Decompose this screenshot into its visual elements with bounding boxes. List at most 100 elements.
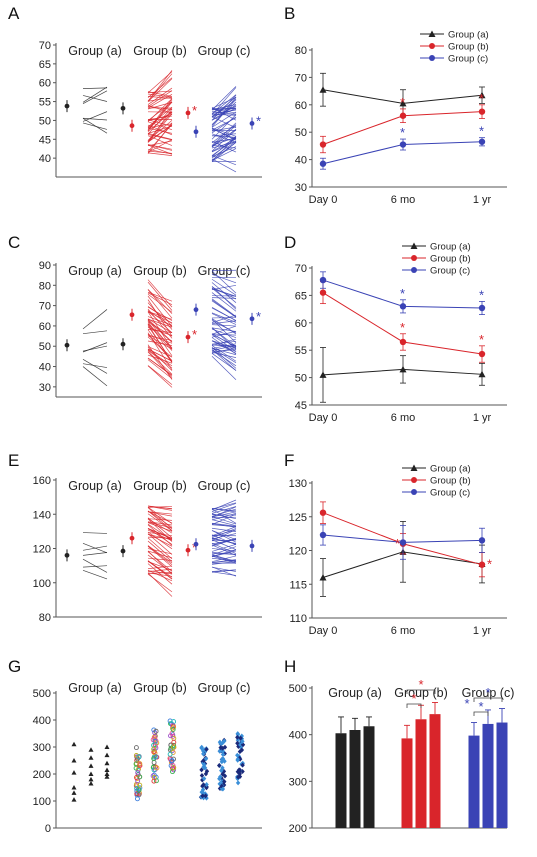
scatter-point bbox=[217, 776, 222, 782]
patient-line bbox=[147, 527, 173, 539]
patient-line bbox=[147, 123, 173, 129]
scatter-point bbox=[235, 756, 240, 762]
patient-line bbox=[147, 335, 173, 350]
patient-line bbox=[211, 502, 237, 510]
scatter-point bbox=[137, 782, 143, 788]
patient-line bbox=[147, 572, 173, 597]
legend-marker bbox=[411, 489, 417, 495]
group-label: Group (a) bbox=[68, 681, 122, 695]
mean-point bbox=[185, 110, 191, 116]
x-tick-label: 1 yr bbox=[473, 412, 492, 424]
patient-line bbox=[211, 345, 237, 362]
legend-label: Group (a) bbox=[430, 464, 471, 475]
legend-marker bbox=[411, 255, 417, 261]
scatter-point bbox=[170, 727, 176, 732]
patient-line bbox=[147, 532, 173, 537]
data-point bbox=[319, 86, 327, 93]
scatter-point bbox=[71, 770, 77, 775]
mean-point bbox=[249, 543, 255, 549]
patient-line bbox=[82, 111, 108, 122]
panel-label-a: A bbox=[8, 4, 20, 23]
bar bbox=[429, 714, 441, 828]
group-label: Group (c) bbox=[198, 681, 251, 695]
patient-line bbox=[147, 568, 173, 572]
bar bbox=[349, 730, 361, 828]
patient-line bbox=[211, 106, 237, 118]
patient-line bbox=[147, 505, 173, 511]
y-tick-label: 50 bbox=[39, 341, 51, 353]
patient-line bbox=[211, 516, 237, 519]
significance-bracket bbox=[473, 711, 489, 716]
patient-line bbox=[211, 328, 237, 339]
patient-line bbox=[211, 338, 237, 346]
panel-label-e: E bbox=[8, 451, 19, 470]
bar bbox=[363, 726, 375, 828]
y-tick-label: 65 bbox=[295, 290, 307, 302]
patient-line bbox=[147, 510, 173, 528]
scatter-point bbox=[237, 749, 243, 755]
legend-label: Group (a) bbox=[430, 242, 471, 253]
scatter-point bbox=[204, 795, 209, 801]
group-label: Group (c) bbox=[462, 686, 515, 700]
patient-line bbox=[147, 133, 173, 140]
patient-line bbox=[147, 561, 173, 571]
scatter-point bbox=[201, 782, 206, 788]
patient-line bbox=[147, 507, 173, 530]
patient-line bbox=[211, 86, 237, 111]
patient-line bbox=[211, 324, 237, 327]
patient-line bbox=[147, 98, 173, 130]
patient-line bbox=[147, 357, 173, 376]
patient-line bbox=[147, 299, 173, 337]
patient-line bbox=[147, 152, 173, 156]
series-line bbox=[322, 512, 483, 566]
scatter-point bbox=[199, 773, 205, 779]
mean-point bbox=[64, 342, 70, 348]
data-point bbox=[478, 138, 486, 145]
patient-line bbox=[211, 287, 237, 297]
patient-line bbox=[211, 140, 237, 153]
patient-line bbox=[147, 351, 173, 375]
patient-line bbox=[147, 125, 173, 134]
y-tick-label: 40 bbox=[39, 153, 51, 165]
x-tick-label: Day 0 bbox=[309, 412, 338, 424]
data-point bbox=[399, 112, 407, 119]
scatter-point bbox=[134, 796, 140, 802]
mean-point bbox=[185, 547, 191, 553]
scatter-point bbox=[220, 752, 226, 758]
patient-line bbox=[147, 510, 173, 524]
scatter-point bbox=[104, 774, 110, 779]
significance-star: * bbox=[418, 677, 423, 692]
scatter-point bbox=[137, 785, 143, 791]
patient-line bbox=[211, 138, 237, 156]
patient-line bbox=[147, 511, 173, 517]
patient-line bbox=[82, 569, 108, 580]
patient-line bbox=[211, 106, 237, 113]
patient-line bbox=[211, 286, 237, 300]
patient-line bbox=[211, 298, 237, 317]
x-tick-label: 6 mo bbox=[391, 412, 415, 424]
scatter-point bbox=[104, 752, 110, 758]
patient-line bbox=[147, 540, 173, 562]
patient-line bbox=[82, 545, 108, 551]
significance-star: * bbox=[478, 699, 483, 714]
patient-line bbox=[147, 90, 173, 93]
scatter-point bbox=[240, 738, 245, 744]
patient-line bbox=[211, 307, 237, 321]
data-point bbox=[399, 338, 407, 346]
x-tick-label: Day 0 bbox=[309, 625, 338, 637]
patient-line bbox=[147, 572, 173, 577]
patient-line bbox=[211, 513, 237, 521]
legend-marker bbox=[411, 477, 417, 483]
group-label: Group (b) bbox=[394, 686, 448, 700]
scatter-point bbox=[201, 760, 206, 766]
data-point bbox=[319, 276, 327, 284]
patient-line bbox=[147, 289, 173, 319]
patient-line bbox=[147, 510, 173, 531]
y-tick-label: 80 bbox=[39, 612, 51, 624]
significance-star: * bbox=[479, 91, 484, 106]
patient-line bbox=[211, 116, 237, 129]
patient-line bbox=[147, 505, 173, 510]
group-label-b: Group (b) bbox=[133, 264, 187, 278]
patient-line bbox=[211, 94, 237, 115]
patient-line bbox=[211, 278, 237, 296]
